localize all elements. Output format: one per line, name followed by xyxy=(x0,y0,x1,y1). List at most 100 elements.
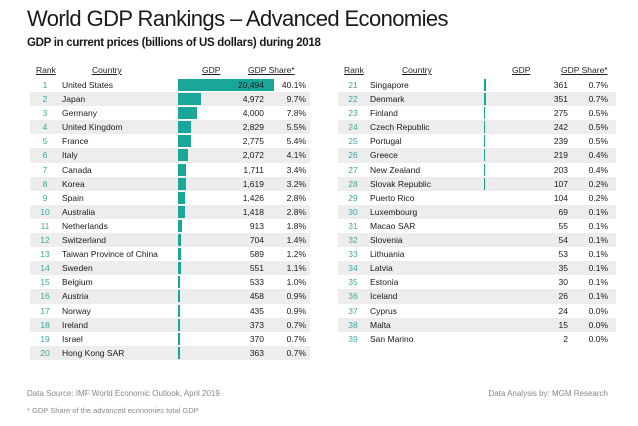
table-row: 38 Malta 15 0.0% xyxy=(338,317,616,332)
gdp-bar xyxy=(484,93,486,106)
rank-cell: 21 xyxy=(348,80,358,90)
header-country: Country xyxy=(402,65,432,75)
table-row: 34 Latvia 35 0.1% xyxy=(338,261,616,276)
country-cell: Czech Republic xyxy=(370,122,430,133)
country-cell: Iceland xyxy=(370,291,398,302)
share-cell: 3.2% xyxy=(286,178,306,189)
gdp-cell: 2 xyxy=(563,333,568,344)
gdp-cell: 20,494 xyxy=(238,80,264,90)
country-cell: Taiwan Province of China xyxy=(62,249,158,260)
gdp-cell: 913 xyxy=(249,220,264,231)
table-row: 32 Slovenia 54 0.1% xyxy=(338,233,616,248)
country-cell: Slovak Republic xyxy=(370,178,431,189)
country-cell: Sweden xyxy=(62,263,93,274)
rank-cell: 6 xyxy=(42,150,48,161)
country-cell: San Marino xyxy=(370,333,414,344)
analysis-credit: Data Analysis by: MGM Research xyxy=(488,389,608,398)
header-country: Country xyxy=(92,65,122,75)
country-cell: Belgium xyxy=(62,277,93,288)
gdp-bar xyxy=(178,163,186,176)
rank-cell: 28 xyxy=(348,178,358,189)
country-cell: Finland xyxy=(370,108,398,119)
table-row: 8 Korea 1,619 3.2% xyxy=(30,176,310,191)
gdp-bar xyxy=(484,79,486,91)
country-cell: United Kingdom xyxy=(62,122,123,133)
rank-cell: 10 xyxy=(40,206,50,217)
gdp-bar xyxy=(178,332,180,345)
table-row: 31 Macao SAR 55 0.1% xyxy=(338,219,616,233)
rank-cell: 4 xyxy=(42,122,48,133)
rank-cell: 15 xyxy=(40,277,50,288)
table-row: 23 Finland 275 0.5% xyxy=(338,106,616,120)
rank-cell: 13 xyxy=(40,249,50,260)
rank-cell: 24 xyxy=(348,122,358,133)
gdp-cell: 203 xyxy=(553,164,568,175)
gdp-cell: 53 xyxy=(558,249,568,260)
country-cell: Switzerland xyxy=(62,235,106,246)
share-cell: 1.1% xyxy=(286,263,306,274)
rank-cell: 26 xyxy=(348,150,358,161)
table-row: 9 Spain 1,426 2.8% xyxy=(30,191,310,205)
share-cell: 0.1% xyxy=(588,220,608,231)
rank-cell: 34 xyxy=(348,263,358,274)
country-cell: New Zealand xyxy=(370,164,421,175)
country-cell: France xyxy=(62,136,89,147)
rank-cell: 32 xyxy=(348,235,358,246)
gdp-cell: 361 xyxy=(553,80,568,90)
gdp-cell: 1,619 xyxy=(242,178,264,189)
gdp-bar xyxy=(178,248,181,261)
gdp-bar xyxy=(484,135,485,148)
share-cell: 4.1% xyxy=(286,150,306,161)
share-cell: 0.5% xyxy=(588,108,608,119)
share-cell: 2.8% xyxy=(286,192,306,203)
table-row: 4 United Kingdom 2,829 5.5% xyxy=(30,120,310,135)
share-cell: 0.1% xyxy=(588,249,608,260)
table-row: 29 Puerto Rico 104 0.2% xyxy=(338,191,616,205)
gdp-cell: 15 xyxy=(558,319,568,330)
table-row: 2 Japan 4,972 9.7% xyxy=(30,92,310,107)
gdp-cell: 551 xyxy=(249,263,264,274)
country-cell: United States xyxy=(62,80,114,90)
gdp-cell: 533 xyxy=(249,277,264,288)
country-cell: Austria xyxy=(62,291,89,302)
gdp-bar xyxy=(178,219,182,232)
rank-cell: 37 xyxy=(348,305,358,316)
gdp-cell: 54 xyxy=(558,235,568,246)
share-cell: 0.0% xyxy=(588,319,608,330)
rank-cell: 38 xyxy=(348,319,358,330)
gdp-cell: 589 xyxy=(249,249,264,260)
gdp-cell: 275 xyxy=(553,108,568,119)
rank-cell: 33 xyxy=(348,249,358,260)
rank-cell: 36 xyxy=(348,291,358,302)
country-cell: Denmark xyxy=(370,94,405,105)
table-row: 14 Sweden 551 1.1% xyxy=(30,261,310,276)
gdp-cell: 69 xyxy=(558,206,568,217)
table-row: 16 Austria 458 0.9% xyxy=(30,289,310,304)
gdp-bar xyxy=(178,262,181,275)
gdp-bar xyxy=(178,149,188,162)
gdp-cell: 370 xyxy=(249,333,264,344)
country-cell: Portugal xyxy=(370,136,402,147)
header-gdp: GDP xyxy=(202,65,221,75)
table-row: 28 Slovak Republic 107 0.2% xyxy=(338,176,616,191)
share-cell: 0.7% xyxy=(286,333,306,344)
share-cell: 40.1% xyxy=(281,80,306,90)
gdp-cell: 4,000 xyxy=(242,108,264,119)
gdp-bar xyxy=(178,121,191,134)
table-row: 6 Italy 2,072 4.1% xyxy=(30,148,310,163)
table-row: 20 Hong Kong SAR 363 0.7% xyxy=(30,345,310,360)
table-panel-left: Rank Country GDP GDP Share* 1 United Stat… xyxy=(30,62,310,360)
table-row: 17 Norway 435 0.9% xyxy=(30,304,310,318)
gdp-cell: 26 xyxy=(558,291,568,302)
share-cell: 0.7% xyxy=(588,80,608,90)
table-row: 36 Iceland 26 0.1% xyxy=(338,289,616,304)
gdp-cell: 35 xyxy=(558,263,568,274)
table-row: 15 Belgium 533 1.0% xyxy=(30,275,310,289)
gdp-bar xyxy=(178,135,191,148)
gdp-cell: 55 xyxy=(558,220,568,231)
gdp-cell: 435 xyxy=(249,305,264,316)
gdp-cell: 30 xyxy=(558,277,568,288)
table-row: 7 Canada 1,711 3.4% xyxy=(30,163,310,177)
rank-cell: 30 xyxy=(348,206,358,217)
share-cell: 0.1% xyxy=(588,235,608,246)
